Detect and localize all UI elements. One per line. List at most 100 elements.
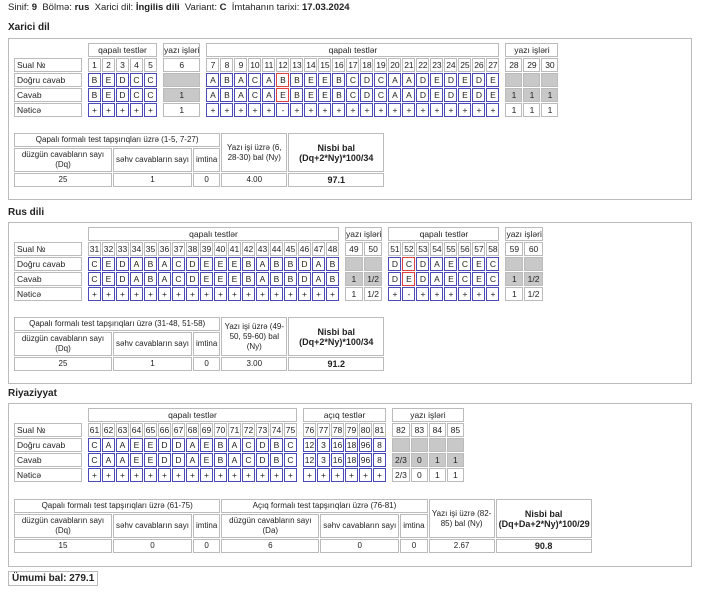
row-label-correct: Doğru cavab [14,438,82,452]
section-panel-math: qapalı testlər açıq testlər yazı işləri Sua… [8,403,692,567]
given-answer-cell: B [332,88,346,102]
question-number: 7 [206,58,220,72]
given-answer-cell: A [312,272,325,286]
grid-corner [14,408,82,422]
given-answer-cell: E [276,88,290,102]
section-value: rus [74,2,90,13]
correct-answer-cell: B [276,73,290,87]
correct-answer-cell: C [248,73,262,87]
question-number: 12 [276,58,290,72]
result-cell: + [284,287,297,301]
group-spacer [83,43,87,57]
question-number: 8 [220,58,234,72]
given-answer-cell: D [298,272,311,286]
group-spacer [500,88,504,102]
given-answer-cell: C [172,272,185,286]
group-spacer [500,257,504,271]
written-score-cell: 1 [446,453,464,467]
question-number: 1 [88,58,101,72]
question-number: 22 [416,58,430,72]
row-label-result: Nəticə [14,287,82,301]
grid-row-correct: Doğru cavab B E D C C A B A C A B B E E B C D C A A D E D E D E [14,73,559,87]
group-spacer [83,408,87,422]
correct-answer-cell: E [214,257,227,271]
correct-answer-cell: A [206,73,220,87]
given-answer-cell: B [144,272,157,286]
given-answer-cell: C [144,88,157,102]
summary-written-value: 3.00 [221,357,288,371]
given-answer-cell: C [346,88,360,102]
group-spacer [83,438,87,452]
given-answer-cell: D [186,272,199,286]
result-cell: + [144,103,157,117]
summary-col-value: 0 [192,357,221,371]
written-score-cell: 1 [505,272,524,286]
correct-answer-cell: A [262,73,276,87]
question-number: 2 [102,58,115,72]
summary-col-value: 25 [14,173,112,187]
summary-open-col-value: 0 [400,539,428,553]
given-answer-cell: B [326,272,339,286]
correct-answer-cell: D [298,257,311,271]
group-spacer [298,438,302,452]
correct-answer-cell: B [220,73,234,87]
written-result-cell: 1/2 [363,287,383,301]
written-score-cell: 1 [345,272,363,286]
correct-answer-cell: A [312,257,325,271]
correct-answer-cell: E [458,73,472,87]
grid-row-answer: Cavab C A A E E D D A E B A C D B C 12 3 16 18 96 8 2/3 0 1 1 [14,453,464,467]
result-cell: + [317,468,330,482]
correct-answer-cell: B [242,257,255,271]
written-score-cell: 1 [541,88,559,102]
group-spacer [201,58,205,72]
summary-score-value: 90.8 [495,539,592,553]
summary-table: Qapalı formalı test tapşırıqları üzrə (6… [13,498,593,554]
summary-col-header: düzgün cavabların sayı (Dq) [14,514,112,538]
given-answer-cell: C [458,272,472,286]
result-cell: + [430,287,444,301]
question-number: 36 [158,242,171,256]
given-answer-cell: E [130,453,143,467]
given-answer-cell: D [416,272,430,286]
correct-answer-cell: D [172,438,185,452]
question-number: 67 [172,423,185,437]
group-spacer [83,242,87,256]
question-number: 4 [130,58,143,72]
correct-answer-cell: E [318,73,332,87]
result-cell: + [326,287,339,301]
given-answer-cell: E [430,88,444,102]
correct-answer-cell-empty [428,438,446,452]
group-header: yazı işləri [345,227,383,241]
correct-answer-cell-empty [541,73,559,87]
correct-answer-cell: D [256,438,269,452]
result-cell: + [116,468,129,482]
given-answer-cell: D [472,88,486,102]
result-cell: + [248,103,262,117]
summary-col-header: düzgün cavabların sayı (Dq) [14,148,112,172]
question-number: 44 [270,242,283,256]
question-number: 56 [458,242,472,256]
group-spacer [340,227,344,241]
question-number: 49 [345,242,363,256]
group-spacer [383,227,387,241]
result-cell: + [102,287,115,301]
question-number: 53 [416,242,430,256]
group-spacer [383,287,387,301]
written-result-cell: 1 [345,287,363,301]
written-result-cell: 1 [505,103,523,117]
correct-answer-cell: E [472,257,486,271]
summary-score-header: Nisbi bal (Dq+2*Ny)*100/34 [288,133,385,172]
question-number: 35 [144,242,157,256]
summary-col-header: imtina [192,148,221,172]
result-cell: + [458,287,472,301]
correct-answer-cell-empty [163,73,201,87]
correct-answer-cell-empty [524,257,543,271]
summary-closed-title: Qapalı formalı test tapşırıqları üzrə (6… [14,499,221,513]
given-answer-cell: A [256,272,269,286]
group-spacer [387,408,391,422]
summary-closed-title: Qapalı formalı test tapşırıqları üzrə (3… [14,317,221,331]
given-answer-cell: 3 [317,453,330,467]
summary-open-col-header: imtina [400,514,428,538]
written-result-cell: 1 [523,103,541,117]
given-answer-cell: D [360,88,374,102]
